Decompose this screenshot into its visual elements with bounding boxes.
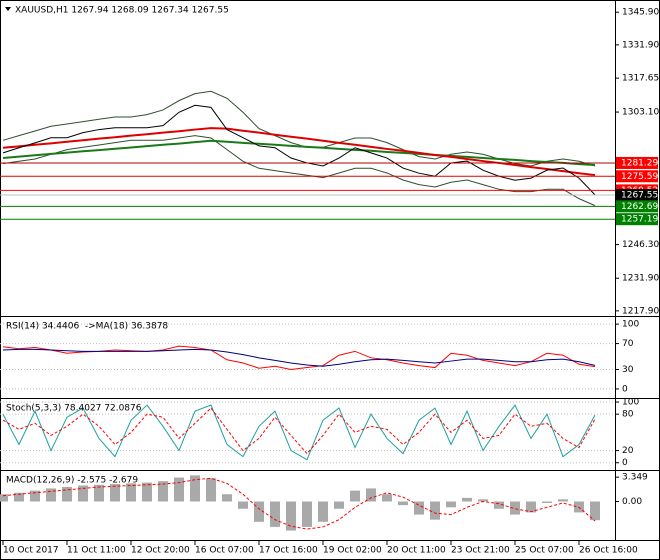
histogram-bar	[398, 501, 408, 506]
histogram-bar	[222, 494, 232, 502]
histogram-bar	[318, 501, 328, 522]
x-tick-label: 19 Oct 02:00	[323, 546, 382, 556]
histogram-bar	[238, 501, 248, 509]
histogram-bar	[110, 484, 120, 502]
x-tick-label: 12 Oct 20:00	[131, 546, 190, 556]
x-tick-label: 17 Oct 16:00	[259, 546, 318, 556]
price-level-label: 1262.69	[621, 202, 658, 212]
panel-title: MACD(12,26,9) -2.575 -2.679	[6, 476, 138, 486]
histogram-bar	[382, 494, 392, 502]
histogram-bar	[334, 501, 344, 509]
price-level-label: 1257.19	[621, 215, 658, 225]
price-level-label: 1281.29	[621, 158, 658, 168]
series-line	[2, 404, 596, 461]
y-tick-label: 100	[622, 320, 639, 330]
histogram-bar	[462, 497, 472, 502]
histogram-bar	[158, 481, 168, 502]
price-level-label: 1275.59	[621, 172, 658, 182]
histogram-bar	[286, 501, 296, 531]
histogram-bar	[78, 485, 88, 502]
histogram-bar	[302, 501, 312, 527]
x-tick-label: 16 Oct 07:00	[195, 546, 254, 556]
panel-title: Stoch(5,3,3) 78.4027 72.0876	[6, 404, 142, 414]
histogram-bar	[542, 501, 552, 503]
histogram-bar	[590, 501, 600, 521]
histogram-bar	[46, 488, 56, 502]
series-line	[2, 139, 596, 167]
x-tick-label: 11 Oct 11:00	[67, 546, 126, 556]
histogram-bar	[0, 494, 8, 502]
histogram-bar	[190, 475, 200, 502]
series-line	[2, 135, 596, 207]
y-tick-label: 70	[622, 339, 634, 349]
x-tick-label: 25 Oct 07:00	[515, 546, 574, 556]
histogram-bar	[30, 490, 40, 502]
histogram-bar	[494, 501, 504, 509]
histogram-bar	[446, 501, 456, 508]
y-tick-label: 3.349	[622, 473, 648, 483]
histogram-bar	[142, 482, 152, 502]
y-tick-label: 0	[622, 384, 628, 394]
series-line	[2, 104, 596, 196]
y-tick-label: 20	[622, 446, 634, 456]
price-level-tag	[616, 213, 658, 226]
histogram-bar	[206, 478, 216, 502]
histogram-bar	[270, 501, 280, 527]
y-tick-label: 1317.65	[622, 74, 659, 84]
y-tick-label: 30	[622, 365, 634, 375]
series-line	[2, 477, 596, 530]
histogram-bar	[430, 501, 440, 520]
x-tick-label: 26 Oct 16:00	[579, 546, 638, 556]
series-line	[2, 348, 596, 367]
histogram-bar	[174, 477, 184, 502]
price-level-tag	[616, 170, 658, 183]
y-tick-label: 1246.30	[622, 240, 659, 250]
y-tick-label: 1345.90	[622, 8, 659, 18]
x-tick-label: 10 Oct 2017	[3, 546, 59, 556]
y-tick-label: 1331.90	[622, 40, 659, 50]
histogram-bar	[350, 490, 360, 502]
histogram-bar	[62, 486, 72, 502]
histogram-bar	[510, 501, 520, 515]
histogram-bar	[526, 501, 536, 513]
price-level-tag	[616, 189, 658, 202]
price-level-tag	[616, 200, 658, 213]
price-level-tag	[616, 156, 658, 169]
histogram-bar	[558, 499, 568, 502]
y-tick-label: 0	[622, 458, 628, 468]
y-tick-label: 1217.90	[622, 306, 659, 316]
histogram-bar	[94, 484, 104, 502]
series-line	[2, 407, 596, 455]
price-level-label: 1267.55	[621, 191, 658, 201]
y-tick-label: 100	[622, 398, 639, 408]
x-tick-label: 23 Oct 21:00	[451, 546, 510, 556]
y-tick-label: 1303.10	[622, 108, 659, 118]
histogram-bar	[254, 501, 264, 522]
x-tick-label: 20 Oct 11:00	[387, 546, 446, 556]
menu-triangle	[5, 7, 11, 11]
y-tick-label: 0.00	[622, 497, 642, 507]
panel-title: RSI(14) 34.4406 ->MA(18) 36.3878	[6, 322, 168, 332]
histogram-bar	[126, 483, 136, 502]
y-tick-label: 80	[622, 410, 634, 420]
panel-title: XAUUSD,H1 1267.94 1268.09 1267.34 1267.5…	[15, 6, 229, 16]
y-tick-label: 1231.90	[622, 274, 659, 284]
histogram-bar	[366, 488, 376, 502]
histogram-bar	[478, 499, 488, 502]
histogram-bar	[414, 501, 424, 515]
histogram-bar	[14, 492, 24, 502]
